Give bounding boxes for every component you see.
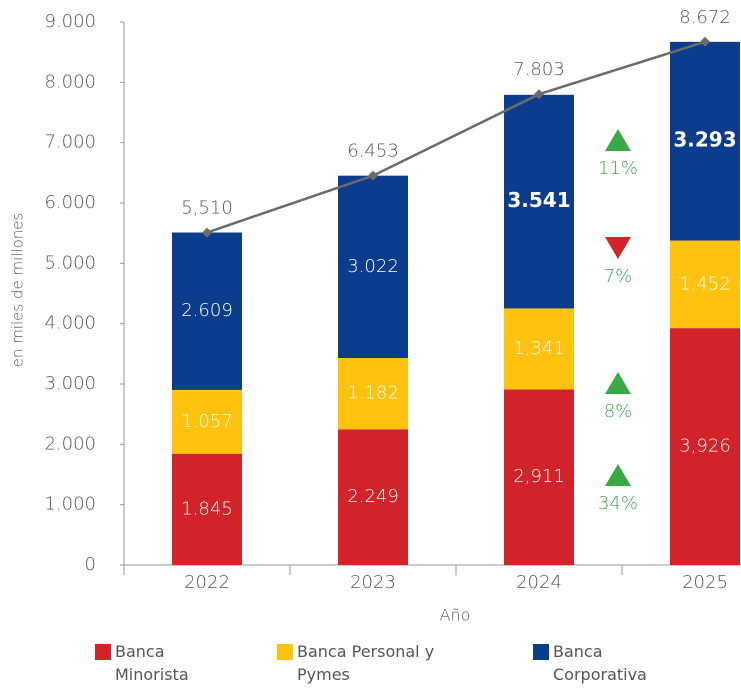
bar-segment [670,240,740,329]
y-tick-label: 1.000 [44,494,96,515]
total-label: 8.672 [679,7,731,28]
bar-segment [172,389,242,454]
segment-label: 1,341 [513,338,565,359]
bar-segment [504,308,574,390]
legend-label: Banca Corporativa [553,642,647,684]
legend-swatch [277,644,293,660]
total-marker [700,36,710,47]
total-label: 6.453 [347,141,399,162]
segment-label: 1.845 [181,498,233,519]
y-axis-label: en miles de millones [9,213,27,368]
legend-item: Banca Corporativa [533,640,673,686]
legend-label: Banca Minorista [115,642,189,684]
change-arrow [605,237,631,259]
bar-segment [670,328,740,565]
total-marker [202,227,212,238]
total-marker [534,89,544,100]
x-axis-label: Año [440,606,471,625]
change-label: 11% [598,158,638,179]
segment-label: 1.057 [181,411,233,432]
segment-label: 3.293 [673,128,736,152]
y-tick-label: 9.000 [44,11,96,32]
bar-segment [504,389,574,565]
chart: en miles de millones Año 0 1.000 2.000 3.00… [9,7,741,625]
y-tick-label: 2.000 [44,433,96,454]
change-arrow [605,464,631,486]
segment-label: 2.249 [347,486,399,507]
change-arrow [605,129,631,151]
change-label: 34% [598,493,638,514]
total-label: 7.803 [513,59,565,80]
change-label: 7% [604,266,633,287]
bar-segment [670,41,740,241]
legend-label: Banca Personal y Pymes [297,642,435,684]
total-line [206,40,706,234]
legend-swatch [533,644,549,660]
segment-label: 2,911 [513,466,565,487]
total-marker [368,170,378,181]
change-label: 8% [604,401,633,422]
y-tick-label: 8.000 [44,71,96,92]
segment-label: 3,926 [679,436,731,457]
x-tick-label: 2025 [682,572,728,593]
bar-segment [172,232,242,390]
bar-segment [338,357,408,430]
total-label: 5,510 [181,198,233,219]
y-tick-label: 6.000 [44,192,96,213]
bar-segment [172,453,242,565]
y-tick-label: 3.000 [44,373,96,394]
y-tick-label: 5.000 [44,252,96,273]
segment-label: 1,452 [679,273,731,294]
bar-segment [338,175,408,358]
segment-label: 2.609 [181,300,233,321]
segment-label: 3.541 [507,188,570,212]
segment-label: 3.022 [347,256,399,277]
bar-segment [504,94,574,309]
segment-label: 1.182 [347,383,399,404]
bar-segment [338,429,408,565]
legend-swatch [95,644,111,660]
x-tick-label: 2023 [350,572,396,593]
legend-item: Banca Minorista [95,640,215,686]
x-tick-label: 2022 [184,572,230,593]
y-tick-label: 0 [85,554,96,575]
y-tick-label: 7.000 [44,132,96,153]
legend-item: Banca Personal y Pymes [277,640,472,686]
y-tick-label: 4.000 [44,313,96,334]
change-arrow [605,372,631,394]
x-tick-label: 2024 [516,572,562,593]
